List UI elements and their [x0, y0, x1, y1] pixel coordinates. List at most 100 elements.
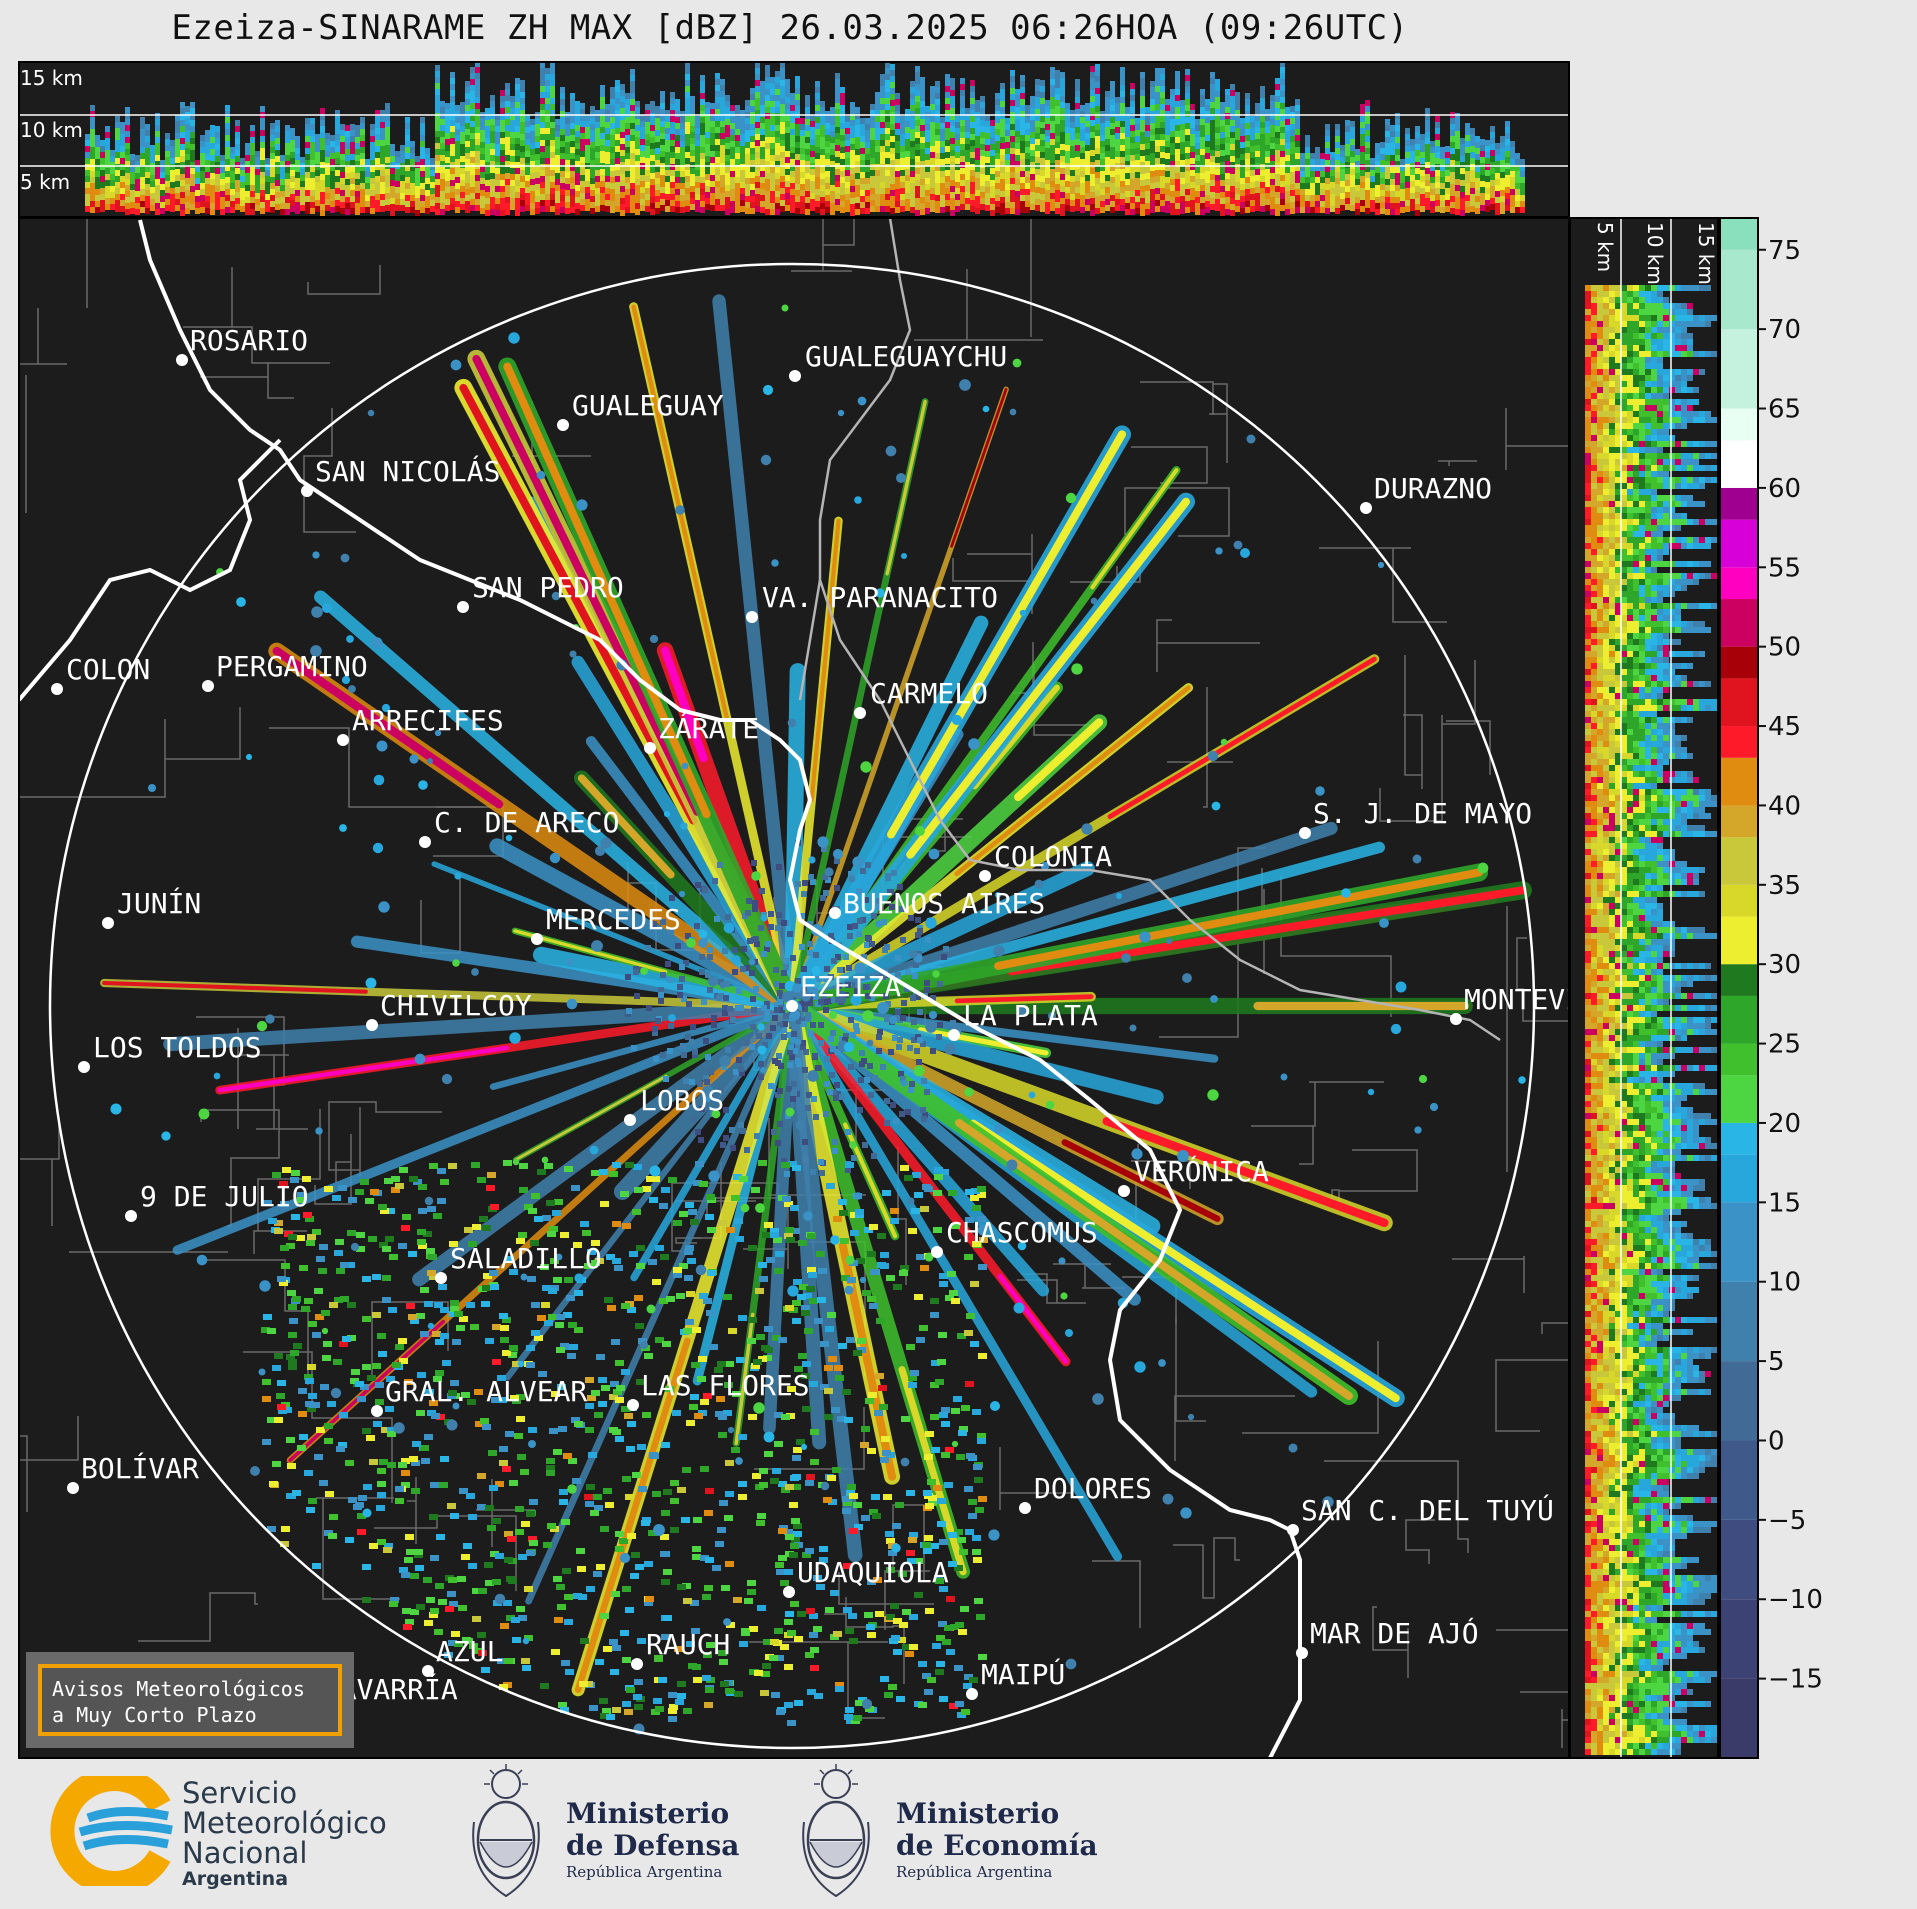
city-marker	[1287, 1524, 1299, 1536]
city-label: C. DE ARECO	[434, 806, 619, 839]
smn-logo-text: Servicio Meteorológico Nacional Argentin…	[182, 1776, 387, 1890]
city-label: LA PLATA	[963, 999, 1098, 1032]
city-marker	[102, 917, 114, 929]
colorbar-tick-label: 50	[1768, 633, 1801, 663]
city-marker	[624, 1114, 636, 1126]
city-marker	[67, 1482, 79, 1494]
top-10km-label: 10 km	[20, 118, 83, 142]
city-label: BUENOS AIRES	[843, 887, 1045, 920]
smn-logo-icon	[50, 1776, 173, 1886]
city-label: SAN NICOLÁS	[315, 454, 500, 488]
avisos-link[interactable]: Avisos Meteorológicos a Muy Corto Plazo	[38, 1664, 342, 1736]
city-label: RAUCH	[646, 1628, 730, 1661]
colorbar-tick-label: 65	[1768, 395, 1801, 425]
city-label: UDAQUIOLA	[797, 1556, 949, 1589]
city-label: GRAL. ALVEAR	[385, 1375, 587, 1408]
city-marker	[631, 1658, 643, 1670]
top-5km-label: 5 km	[20, 170, 70, 194]
city-label: COLONIA	[994, 840, 1112, 873]
city-marker	[531, 933, 543, 945]
chart-title: Ezeiza-SINARAME ZH MAX [dBZ] 26.03.2025 …	[171, 8, 1409, 48]
colorbar-tick-label: 40	[1768, 791, 1801, 821]
city-marker	[783, 1586, 795, 1598]
city-label: DOLORES	[1034, 1472, 1152, 1505]
city-marker	[1019, 1502, 1031, 1514]
city-marker	[627, 1399, 639, 1411]
colorbar-tick-label: 60	[1768, 474, 1801, 504]
coastline-borders	[19, 218, 1501, 1758]
city-marker	[202, 680, 214, 692]
city-label: ZÁRATE	[658, 711, 759, 745]
colorbar-tick-label: 45	[1768, 712, 1801, 742]
city-label: CARMELO	[870, 677, 988, 710]
city-label: LOS TOLDOS	[93, 1031, 262, 1064]
city-marker	[1296, 1647, 1308, 1659]
city-label: 9 DE JULIO	[140, 1180, 309, 1213]
side-5km-label: 5 km	[1593, 222, 1617, 272]
city-marker	[125, 1210, 137, 1222]
colorbar-tick-label: −10	[1768, 1585, 1823, 1615]
city-marker	[1299, 827, 1311, 839]
city-marker	[644, 742, 656, 754]
city-label: DURAZNO	[1374, 472, 1492, 505]
city-marker	[966, 1688, 978, 1700]
city-marker	[1360, 502, 1372, 514]
city-label: GUALEGUAYCHU	[805, 340, 1007, 373]
city-label: EZEIZA	[800, 970, 901, 1003]
radar-range-ring	[48, 262, 1536, 1750]
avisos-line1: Avisos Meteorológicos	[52, 1677, 305, 1701]
city-label: ROSARIO	[190, 324, 308, 357]
city-label: MAIPÚ	[981, 1657, 1065, 1691]
top-cross-section-echoes	[85, 62, 1525, 216]
city-label: VA. PARANACITO	[762, 581, 998, 614]
city-label: JUNÍN	[117, 886, 201, 920]
colorbar-tick-label: 35	[1768, 871, 1801, 901]
defensa-logo-text: Ministerio de Defensa República Argentin…	[566, 1797, 740, 1882]
city-label: LAS FLORES	[641, 1369, 810, 1402]
colorbar-tick-label: 5	[1768, 1347, 1785, 1377]
side-10km-label: 10 km	[1643, 222, 1667, 285]
city-label: AZUL	[436, 1635, 503, 1668]
colorbar-tick-label: 10	[1768, 1268, 1801, 1298]
city-markers: ROSARIO GUALEGUAYCHU GUALEGUAY SAN NICOLÁS D…	[51, 324, 1633, 1715]
city-marker	[829, 907, 841, 919]
city-marker	[854, 707, 866, 719]
colorbar-tick-label: 75	[1768, 236, 1801, 266]
city-marker	[371, 1405, 383, 1417]
city-marker	[419, 836, 431, 848]
city-marker	[176, 354, 188, 366]
city-marker	[786, 1000, 798, 1012]
city-label: BOLÍVAR	[81, 1451, 199, 1485]
city-label: VERÓNICA	[1134, 1154, 1269, 1188]
economia-logo-text: Ministerio de Economía República Argenti…	[896, 1797, 1098, 1882]
city-marker	[948, 1029, 960, 1041]
city-label: SALADILLO	[450, 1242, 602, 1275]
city-label: LOBOS	[640, 1084, 724, 1117]
side-15km-label: 15 km	[1694, 222, 1718, 285]
city-marker	[1450, 1013, 1462, 1025]
city-label: SAN C. DEL TUYÚ	[1301, 1493, 1554, 1527]
city-marker	[78, 1061, 90, 1073]
colorbar-tick-label: 30	[1768, 950, 1801, 980]
side-cross-section-echoes	[1585, 285, 1718, 1755]
coat-of-arms-icon-2	[802, 1764, 870, 1898]
colorbar-tick-label: 25	[1768, 1030, 1801, 1060]
district-boundaries	[19, 218, 1569, 1748]
colorbar-tick-label: −5	[1768, 1506, 1806, 1536]
city-label: CHIVILCOY	[380, 989, 532, 1022]
city-label: S. J. DE MAYO	[1313, 797, 1532, 830]
colorbar-tick-label: 55	[1768, 553, 1801, 583]
colorbar-tick-label: −15	[1768, 1665, 1823, 1695]
city-label: CHASCOMUS	[946, 1216, 1098, 1249]
colorbar-tick-label: 15	[1768, 1188, 1801, 1218]
city-marker	[979, 870, 991, 882]
avisos-line2: a Muy Corto Plazo	[52, 1703, 257, 1727]
city-marker	[435, 1272, 447, 1284]
colorbar-tick-label: 70	[1768, 315, 1801, 345]
city-label: MERCEDES	[546, 903, 681, 936]
city-label: PERGAMINO	[216, 650, 368, 683]
city-label: SAN PEDRO	[472, 571, 624, 604]
coat-of-arms-icon	[472, 1764, 540, 1898]
city-marker	[366, 1019, 378, 1031]
